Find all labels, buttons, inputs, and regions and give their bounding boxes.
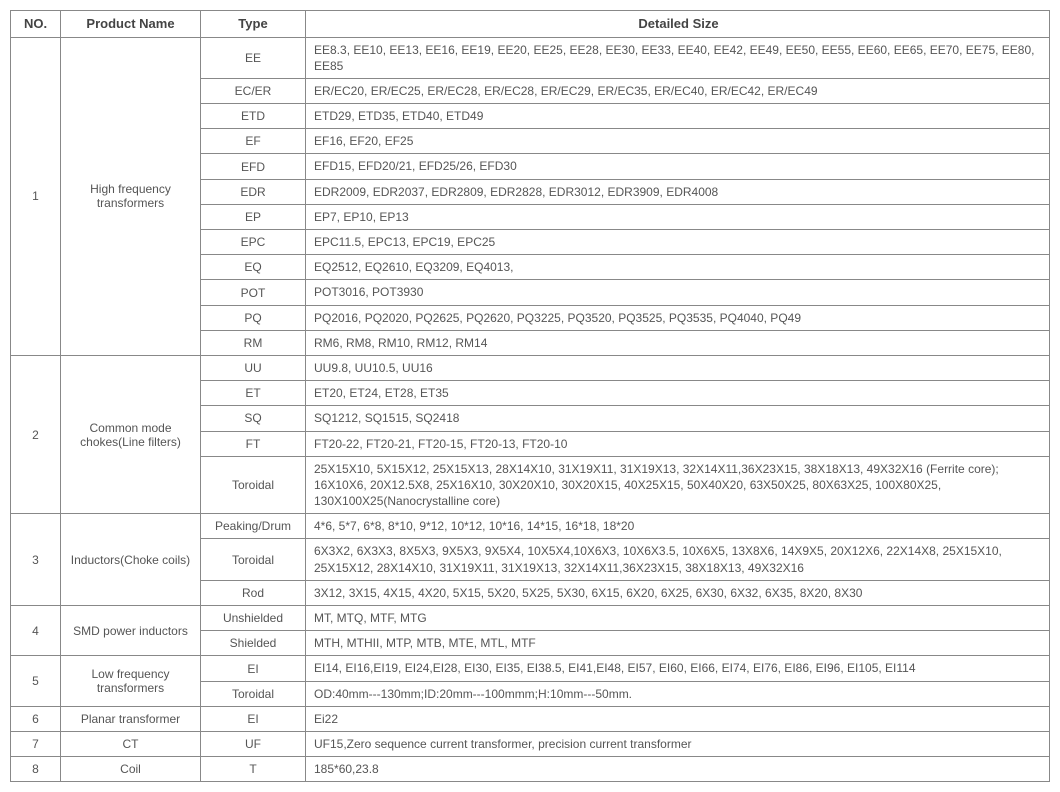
table-row: 3Inductors(Choke coils)Peaking/Drum4*6, …: [11, 514, 1050, 539]
cell-type: Peaking/Drum: [201, 514, 306, 539]
cell-no: 8: [11, 757, 61, 782]
cell-product-name: Inductors(Choke coils): [61, 514, 201, 606]
cell-product-name: Planar transformer: [61, 706, 201, 731]
cell-detail: 25X15X10, 5X15X12, 25X15X13, 28X14X10, 3…: [306, 456, 1050, 514]
cell-no: 4: [11, 606, 61, 656]
cell-detail: EF16, EF20, EF25: [306, 129, 1050, 154]
cell-no: 2: [11, 355, 61, 513]
header-row: NO. Product Name Type Detailed Size: [11, 11, 1050, 38]
cell-detail: MT, MTQ, MTF, MTG: [306, 606, 1050, 631]
cell-type: EI: [201, 706, 306, 731]
table-row: 5Low frequency transformersEIEI14, EI16,…: [11, 656, 1050, 681]
cell-detail: ET20, ET24, ET28, ET35: [306, 381, 1050, 406]
header-type: Type: [201, 11, 306, 38]
cell-detail: UU9.8, UU10.5, UU16: [306, 355, 1050, 380]
table-row: 8CoilT185*60,23.8: [11, 757, 1050, 782]
product-spec-table: NO. Product Name Type Detailed Size 1Hig…: [10, 10, 1050, 782]
cell-type: SQ: [201, 406, 306, 431]
cell-type: Toroidal: [201, 539, 306, 580]
cell-product-name: High frequency transformers: [61, 37, 201, 355]
cell-type: Toroidal: [201, 681, 306, 706]
cell-detail: OD:40mm---130mm;ID:20mm---100mmm;H:10mm-…: [306, 681, 1050, 706]
cell-detail: RM6, RM8, RM10, RM12, RM14: [306, 330, 1050, 355]
cell-detail: EPC11.5, EPC13, EPC19, EPC25: [306, 230, 1050, 255]
cell-type: UU: [201, 355, 306, 380]
cell-detail: ER/EC20, ER/EC25, ER/EC28, ER/EC28, ER/E…: [306, 78, 1050, 103]
table-row: 2Common mode chokes(Line filters)UUUU9.8…: [11, 355, 1050, 380]
cell-type: FT: [201, 431, 306, 456]
cell-detail: Ei22: [306, 706, 1050, 731]
cell-no: 5: [11, 656, 61, 706]
cell-detail: EP7, EP10, EP13: [306, 204, 1050, 229]
cell-detail: SQ1212, SQ1515, SQ2418: [306, 406, 1050, 431]
cell-type: EF: [201, 129, 306, 154]
cell-type: EP: [201, 204, 306, 229]
cell-product-name: SMD power inductors: [61, 606, 201, 656]
table-row: 4SMD power inductorsUnshieldedMT, MTQ, M…: [11, 606, 1050, 631]
cell-detail: EE8.3, EE10, EE13, EE16, EE19, EE20, EE2…: [306, 37, 1050, 78]
cell-type: EQ: [201, 255, 306, 280]
cell-detail: EFD15, EFD20/21, EFD25/26, EFD30: [306, 154, 1050, 179]
cell-type: EC/ER: [201, 78, 306, 103]
cell-type: EE: [201, 37, 306, 78]
cell-no: 1: [11, 37, 61, 355]
cell-type: Rod: [201, 580, 306, 605]
header-product: Product Name: [61, 11, 201, 38]
cell-product-name: Common mode chokes(Line filters): [61, 355, 201, 513]
cell-detail: POT3016, POT3930: [306, 280, 1050, 305]
cell-type: T: [201, 757, 306, 782]
cell-detail: 6X3X2, 6X3X3, 8X5X3, 9X5X3, 9X5X4, 10X5X…: [306, 539, 1050, 580]
table-row: 6Planar transformerEIEi22: [11, 706, 1050, 731]
cell-detail: FT20-22, FT20-21, FT20-15, FT20-13, FT20…: [306, 431, 1050, 456]
cell-type: UF: [201, 731, 306, 756]
cell-product-name: Low frequency transformers: [61, 656, 201, 706]
cell-type: Unshielded: [201, 606, 306, 631]
cell-type: ETD: [201, 104, 306, 129]
table-row: 7CTUFUF15,Zero sequence current transfor…: [11, 731, 1050, 756]
cell-product-name: CT: [61, 731, 201, 756]
cell-product-name: Coil: [61, 757, 201, 782]
cell-type: EFD: [201, 154, 306, 179]
cell-detail: EDR2009, EDR2037, EDR2809, EDR2828, EDR3…: [306, 179, 1050, 204]
cell-detail: ETD29, ETD35, ETD40, ETD49: [306, 104, 1050, 129]
cell-detail: 3X12, 3X15, 4X15, 4X20, 5X15, 5X20, 5X25…: [306, 580, 1050, 605]
table-row: 1High frequency transformersEEEE8.3, EE1…: [11, 37, 1050, 78]
cell-detail: MTH, MTHII, MTP, MTB, MTE, MTL, MTF: [306, 631, 1050, 656]
cell-no: 7: [11, 731, 61, 756]
cell-type: Shielded: [201, 631, 306, 656]
cell-type: PQ: [201, 305, 306, 330]
cell-no: 6: [11, 706, 61, 731]
header-no: NO.: [11, 11, 61, 38]
cell-detail: PQ2016, PQ2020, PQ2625, PQ2620, PQ3225, …: [306, 305, 1050, 330]
cell-no: 3: [11, 514, 61, 606]
cell-type: POT: [201, 280, 306, 305]
cell-detail: 4*6, 5*7, 6*8, 8*10, 9*12, 10*12, 10*16,…: [306, 514, 1050, 539]
cell-type: EI: [201, 656, 306, 681]
cell-type: ET: [201, 381, 306, 406]
cell-detail: UF15,Zero sequence current transformer, …: [306, 731, 1050, 756]
cell-type: EPC: [201, 230, 306, 255]
cell-type: Toroidal: [201, 456, 306, 514]
cell-detail: EQ2512, EQ2610, EQ3209, EQ4013,: [306, 255, 1050, 280]
cell-type: EDR: [201, 179, 306, 204]
cell-type: RM: [201, 330, 306, 355]
header-detail: Detailed Size: [306, 11, 1050, 38]
cell-detail: 185*60,23.8: [306, 757, 1050, 782]
cell-detail: EI14, EI16,EI19, EI24,EI28, EI30, EI35, …: [306, 656, 1050, 681]
